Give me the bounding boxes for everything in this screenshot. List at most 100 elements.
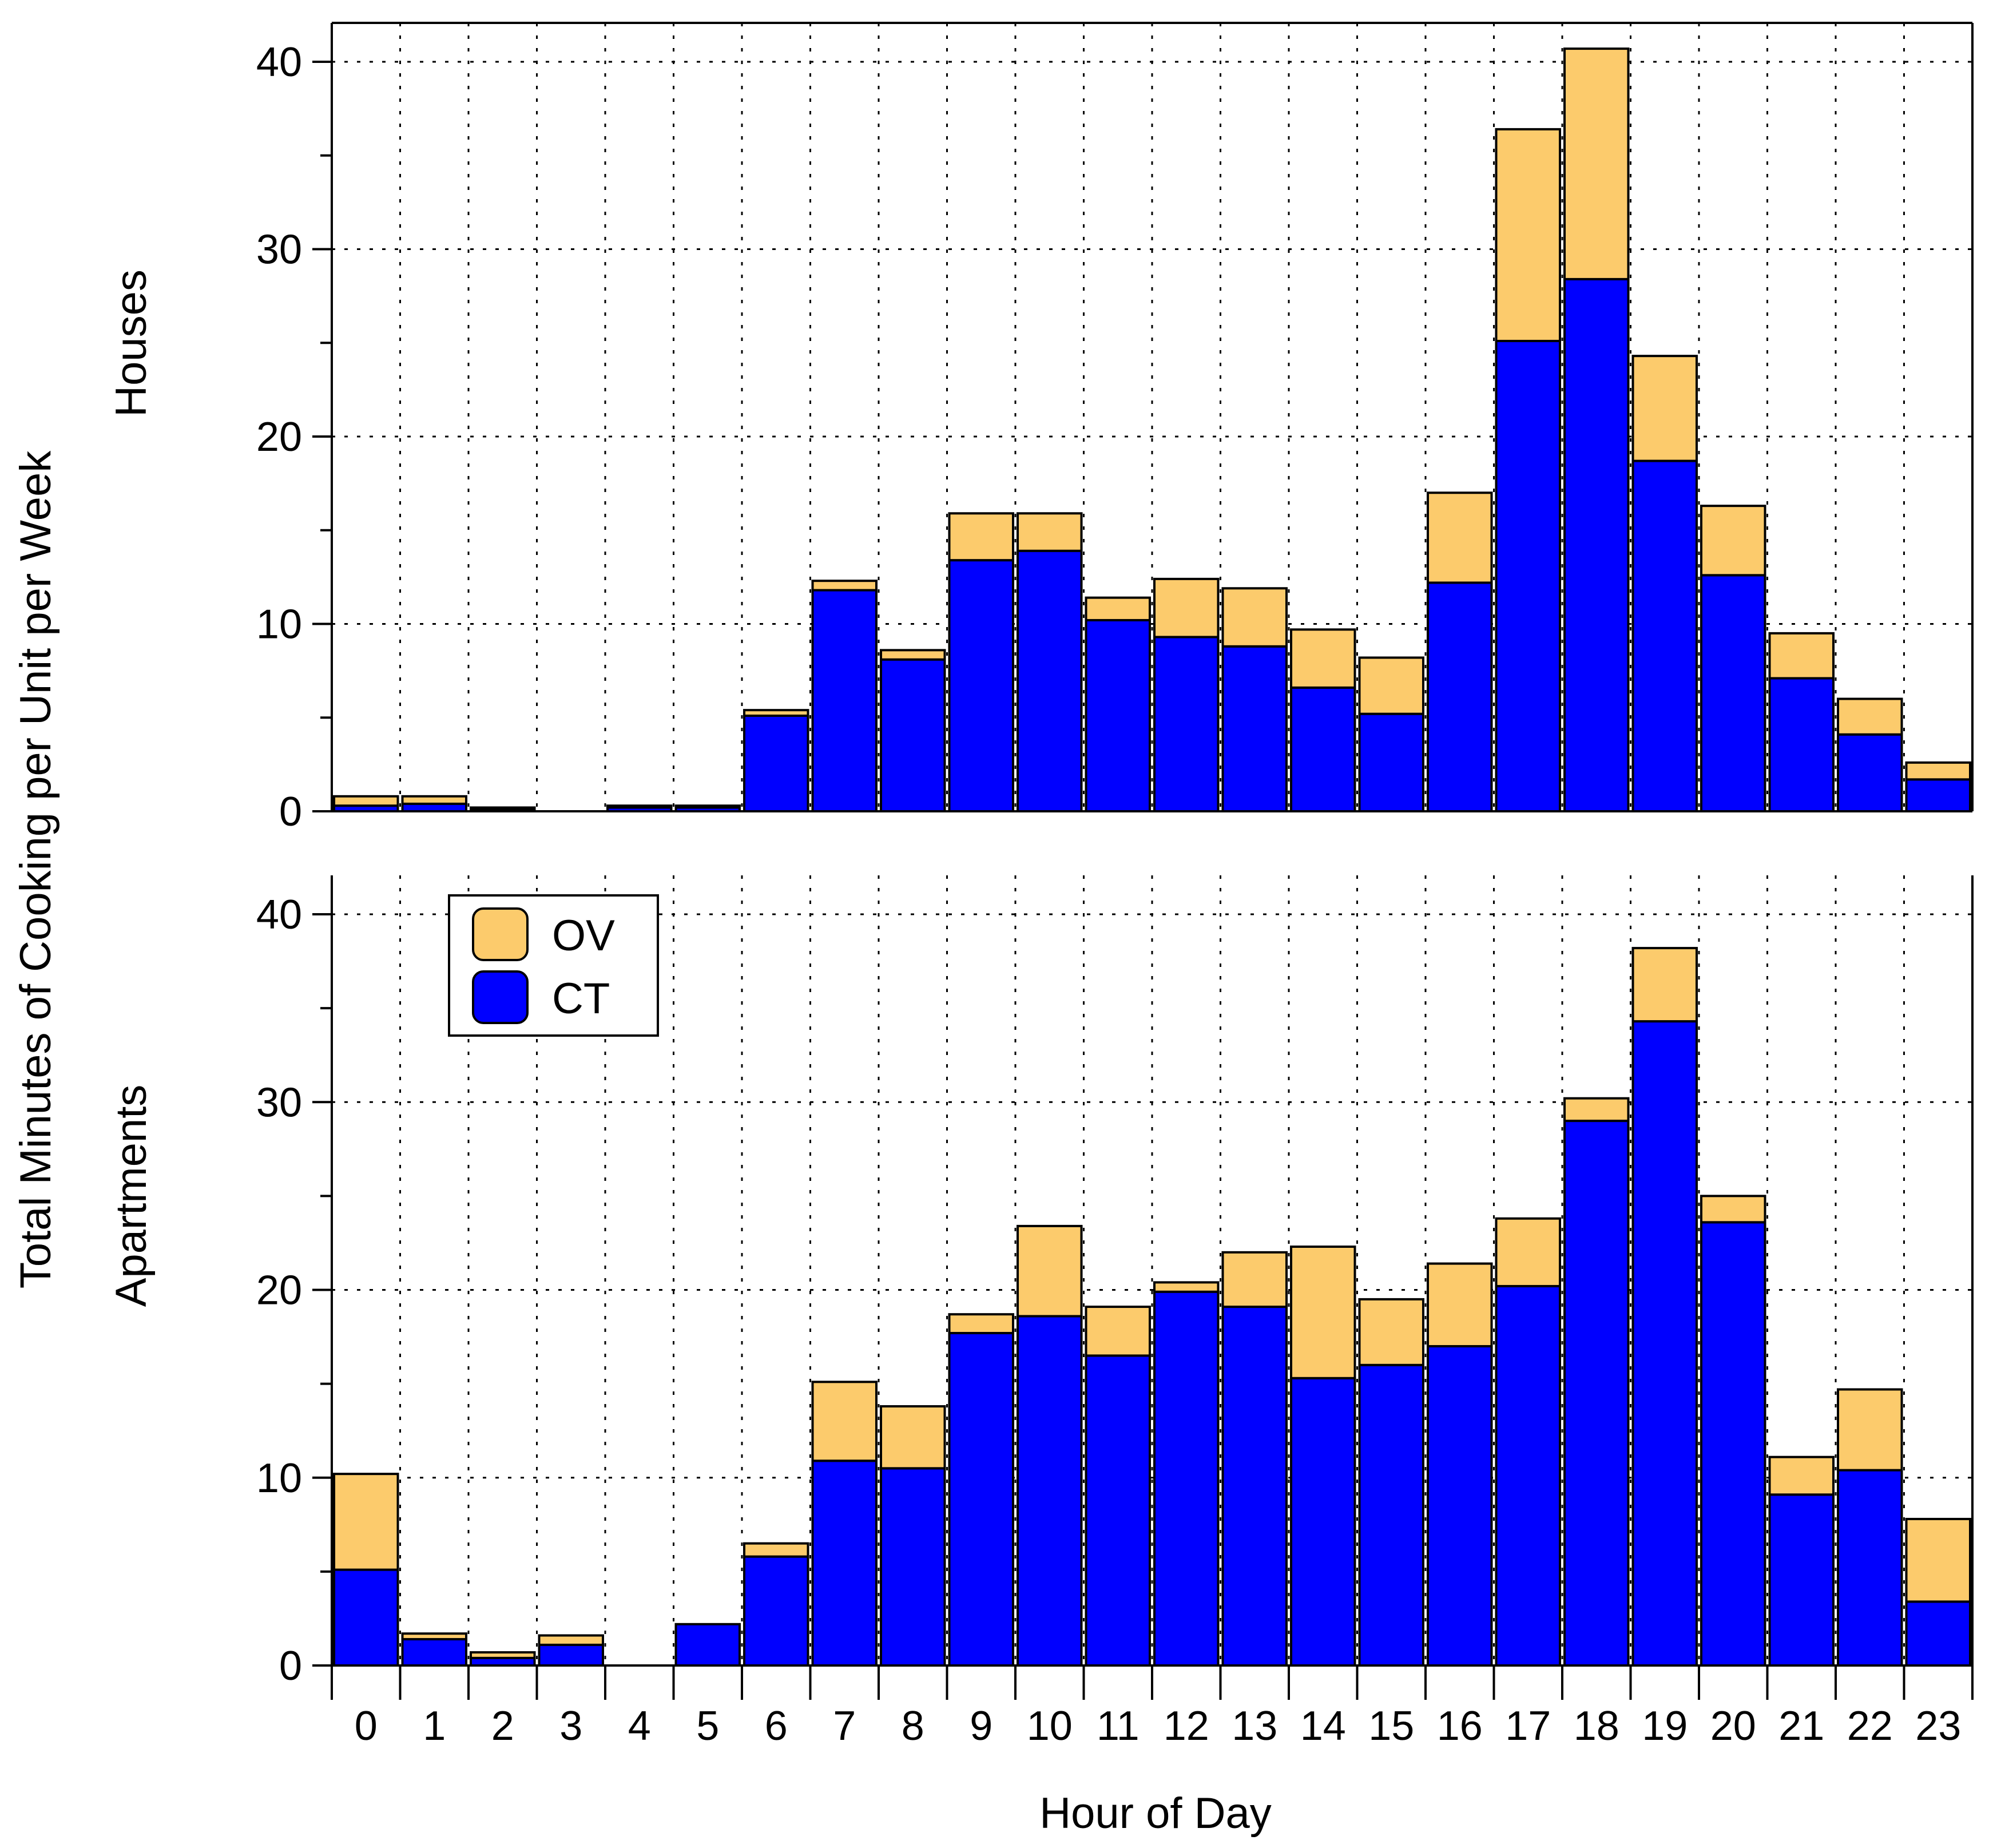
x-tick-label: 9 (970, 1703, 992, 1749)
legend-label-ov: OV (552, 911, 615, 960)
bar-ct-houses-hour-16 (1427, 581, 1493, 812)
bar-ov-houses-hour-11 (1085, 596, 1151, 621)
legend: OV CT (448, 894, 659, 1037)
bar-ov-houses-hour-14 (1290, 628, 1356, 689)
x-tick-label: 19 (1642, 1703, 1688, 1749)
bar-ov-houses-hour-1 (401, 795, 467, 805)
bar-ct-apartments-hour-14 (1290, 1377, 1356, 1667)
bar-ov-houses-hour-19 (1631, 355, 1698, 462)
bar-ct-apartments-hour-8 (880, 1467, 946, 1667)
x-tick-label: 10 (1027, 1703, 1073, 1749)
bar-ov-apartments-hour-13 (1221, 1251, 1288, 1308)
y-tick-label: 10 (256, 602, 302, 648)
bar-ct-apartments-hour-18 (1563, 1120, 1630, 1667)
bar-ov-apartments-hour-18 (1563, 1097, 1630, 1123)
bar-ct-houses-hour-19 (1631, 459, 1698, 812)
y-tick-label: 30 (256, 227, 302, 273)
legend-swatch-ov (472, 907, 529, 961)
x-tick-label: 0 (355, 1703, 378, 1749)
legend-swatch-ct (472, 970, 529, 1024)
x-tick-label: 14 (1300, 1703, 1346, 1749)
bar-ct-houses-hour-17 (1495, 339, 1561, 812)
bar-ov-apartments-hour-8 (880, 1405, 946, 1470)
bar-ov-houses-hour-17 (1495, 128, 1561, 342)
x-tick-label: 21 (1778, 1703, 1824, 1749)
bar-ct-apartments-hour-19 (1631, 1020, 1698, 1667)
bar-ov-apartments-hour-22 (1837, 1388, 1903, 1472)
bar-ov-houses-hour-21 (1768, 632, 1835, 680)
bar-ct-houses-hour-10 (1017, 549, 1083, 813)
bar-ov-apartments-hour-12 (1153, 1281, 1220, 1293)
bar-ct-houses-hour-13 (1221, 645, 1288, 813)
bar-ct-houses-hour-15 (1358, 712, 1424, 812)
bar-ov-apartments-hour-6 (743, 1542, 809, 1558)
x-axis-title: Hour of Day (1039, 1789, 1272, 1838)
bar-ct-apartments-hour-1 (401, 1638, 467, 1667)
x-tick-label: 13 (1232, 1703, 1277, 1749)
bar-ct-houses-hour-7 (811, 589, 878, 813)
x-tick-label: 11 (1097, 1703, 1140, 1749)
bar-ct-houses-hour-11 (1085, 618, 1151, 812)
bar-ov-houses-hour-22 (1837, 697, 1903, 736)
bar-ct-apartments-hour-23 (1905, 1600, 1971, 1667)
y-tick-label: 0 (279, 1643, 302, 1689)
bar-ov-apartments-hour-16 (1427, 1262, 1493, 1347)
bar-ct-apartments-hour-3 (538, 1643, 604, 1667)
panel-apartments: 0 10 20 30 40 (256, 875, 1974, 1699)
bar-ct-houses-hour-12 (1153, 636, 1220, 813)
x-tick-label: 22 (1847, 1703, 1893, 1749)
bar-ct-apartments-hour-11 (1085, 1354, 1151, 1667)
bar-ov-houses-hour-13 (1221, 587, 1288, 648)
bar-ct-apartments-hour-20 (1700, 1221, 1766, 1667)
bar-ct-apartments-hour-17 (1495, 1284, 1561, 1667)
bar-ov-houses-hour-10 (1017, 512, 1083, 552)
bar-ov-apartments-hour-15 (1358, 1298, 1424, 1366)
x-tick-label: 12 (1164, 1703, 1209, 1749)
y-tick-label: 0 (279, 789, 302, 835)
x-tick-label: 6 (765, 1703, 788, 1749)
bar-ov-houses-hour-16 (1427, 491, 1493, 584)
bar-ct-apartments-hour-12 (1153, 1290, 1220, 1667)
x-tick-label: 1 (423, 1703, 446, 1749)
bar-ov-apartments-hour-21 (1768, 1456, 1835, 1496)
bar-ov-houses-hour-4 (606, 804, 673, 809)
bar-ct-apartments-hour-21 (1768, 1493, 1835, 1667)
legend-label-ct: CT (552, 974, 610, 1023)
bar-ov-houses-hour-8 (880, 649, 946, 661)
bar-ct-apartments-hour-9 (948, 1331, 1014, 1667)
bar-ov-apartments-hour-9 (948, 1313, 1014, 1334)
bar-ov-apartments-hour-23 (1905, 1517, 1971, 1603)
bar-ov-houses-hour-12 (1153, 577, 1220, 639)
bar-ov-houses-hour-5 (674, 804, 741, 809)
bar-ov-apartments-hour-11 (1085, 1306, 1151, 1357)
y-tick-label: 30 (256, 1080, 302, 1125)
y-axis-title: Total Minutes of Cooking per Unit per We… (11, 450, 60, 1288)
bar-ct-houses-hour-6 (743, 714, 809, 812)
bar-ct-apartments-hour-5 (674, 1623, 741, 1667)
bar-ct-apartments-hour-0 (333, 1568, 399, 1667)
x-tick-label: 17 (1505, 1703, 1551, 1749)
bar-ov-apartments-hour-7 (811, 1381, 878, 1462)
bar-ov-houses-hour-6 (743, 709, 809, 717)
bar-ov-houses-hour-2 (470, 806, 536, 811)
bar-ct-apartments-hour-13 (1221, 1306, 1288, 1667)
x-tick-label: 18 (1574, 1703, 1619, 1749)
x-tick-label: 2 (491, 1703, 514, 1749)
bar-ct-apartments-hour-10 (1017, 1315, 1083, 1667)
bar-ct-houses-hour-23 (1905, 778, 1971, 812)
panel-title-apartments: Apartments (107, 1085, 156, 1307)
x-tick-label: 4 (628, 1703, 651, 1749)
x-tick-label: 16 (1437, 1703, 1483, 1749)
x-tick-label: 20 (1710, 1703, 1756, 1749)
y-tick-label: 40 (256, 892, 302, 938)
bar-ov-apartments-hour-17 (1495, 1217, 1561, 1287)
bar-ov-apartments-hour-19 (1631, 947, 1698, 1023)
bar-ct-houses-hour-9 (948, 559, 1014, 813)
x-tick-label: 15 (1368, 1703, 1414, 1749)
y-tick-label: 10 (256, 1456, 302, 1501)
bar-ct-apartments-hour-22 (1837, 1469, 1903, 1667)
x-tick-label: 8 (902, 1703, 924, 1749)
bar-ov-houses-hour-7 (811, 580, 878, 592)
bar-ct-apartments-hour-6 (743, 1555, 809, 1667)
